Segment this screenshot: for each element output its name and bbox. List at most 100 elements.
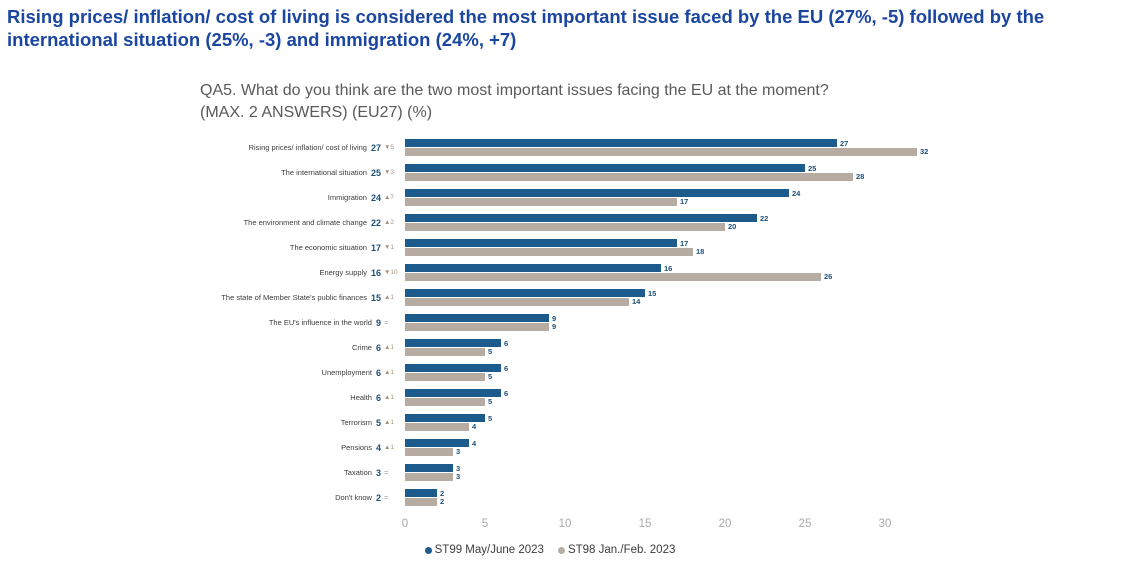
category-label: Health <box>350 393 372 403</box>
st98-bar-line: 5 <box>405 347 508 356</box>
st99-value-label: 16 <box>664 263 673 273</box>
st98-bar <box>405 397 485 406</box>
st99-value-label: 6 <box>504 363 509 373</box>
row-labels: Energy supply 16 ▼10 <box>200 268 405 278</box>
row-labels: The state of Member State's public finan… <box>200 293 405 303</box>
st99-bar <box>405 414 485 423</box>
change-indicator: ▲7 <box>384 194 395 202</box>
st98-bar <box>405 497 437 506</box>
bar-pair: 17 18 <box>405 239 704 256</box>
st98-bar-line: 5 <box>405 372 508 382</box>
st99-value-label: 24 <box>792 188 801 198</box>
category-label: Rising prices/ inflation/ cost of living <box>248 143 367 153</box>
row-labels: Crime 6 ▲1 <box>200 343 405 353</box>
legend-item: ST99 May/June 2023 <box>424 544 544 556</box>
st98-bar <box>405 322 549 331</box>
category-label: Energy supply <box>319 268 367 278</box>
change-indicator: ▲1 <box>384 294 395 302</box>
st99-value-label: 22 <box>760 213 769 223</box>
legend-dot-icon <box>557 546 565 554</box>
st99-bar <box>405 389 501 398</box>
st98-bar-line: 28 <box>405 172 865 182</box>
st98-bar <box>405 297 629 306</box>
st99-value-label: 6 <box>504 388 509 398</box>
category-value: 6 <box>375 392 381 403</box>
st98-bar <box>405 422 469 431</box>
bar-row: Taxation 3 = 3 3 <box>200 460 1134 485</box>
category-value: 6 <box>375 342 381 353</box>
change-indicator: ▼1 <box>384 244 395 252</box>
st98-bar <box>405 447 453 456</box>
category-value: 24 <box>370 192 381 203</box>
st98-bar-line: 18 <box>405 247 705 257</box>
st98-value-label: 18 <box>696 247 705 257</box>
st98-bar-line: 4 <box>405 422 492 432</box>
st98-value-label: 4 <box>472 422 477 432</box>
category-label: Immigration <box>327 193 367 203</box>
legend-item: ST98 Jan./Feb. 2023 <box>557 544 675 556</box>
st99-bar-line: 16 <box>405 264 832 273</box>
st98-bar-line: 5 <box>405 397 508 407</box>
bar-row: Rising prices/ inflation/ cost of living… <box>200 135 1134 160</box>
chart: QA5. What do you think are the two most … <box>200 80 1134 556</box>
category-value: 15 <box>370 292 381 303</box>
category-label: Taxation <box>344 468 372 478</box>
st98-bar <box>405 172 853 181</box>
category-label: The environment and climate change <box>243 218 367 228</box>
row-labels: Terrorism 5 ▲1 <box>200 418 405 428</box>
category-value: 16 <box>370 267 381 278</box>
row-labels: Health 6 ▲1 <box>200 393 405 403</box>
st98-value-label: 5 <box>488 372 493 382</box>
row-labels: Don't know 2 = <box>200 493 405 503</box>
row-labels: The EU's influence in the world 9 = <box>200 318 405 328</box>
st99-bar <box>405 339 501 348</box>
st99-bar-line: 6 <box>405 339 508 348</box>
change-indicator: ▲1 <box>384 419 395 427</box>
category-label: The international situation <box>281 168 367 178</box>
st98-bar-line: 3 <box>405 472 460 481</box>
st99-value-label: 5 <box>488 413 493 423</box>
st98-value-label: 2 <box>440 497 445 507</box>
bar-row: Pensions 4 ▲1 4 3 <box>200 435 1134 460</box>
bar-pair: 27 32 <box>405 139 928 156</box>
st98-bar <box>405 222 725 231</box>
st99-value-label: 15 <box>648 288 657 298</box>
st99-value-label: 2 <box>440 488 445 498</box>
st98-value-label: 28 <box>856 172 865 182</box>
st98-bar-line: 14 <box>405 297 656 306</box>
st98-bar <box>405 347 485 356</box>
st98-bar <box>405 472 453 481</box>
st99-value-label: 6 <box>504 338 509 348</box>
st99-bar-line: 5 <box>405 414 492 423</box>
category-value: 9 <box>375 317 381 328</box>
x-axis-tick: 15 <box>638 518 652 531</box>
bar-row: Crime 6 ▲1 6 5 <box>200 335 1134 360</box>
x-axis-tick: 10 <box>558 518 572 531</box>
st98-bar <box>405 197 677 206</box>
st99-bar <box>405 214 757 223</box>
category-value: 3 <box>375 467 381 478</box>
change-indicator: ▼10 <box>384 269 398 277</box>
st99-bar <box>405 164 805 173</box>
st98-value-label: 17 <box>680 197 689 207</box>
st99-bar-line: 15 <box>405 289 656 298</box>
change-indicator: ▲1 <box>384 394 395 402</box>
change-indicator: ▲2 <box>384 219 395 227</box>
st99-bar <box>405 264 661 273</box>
st98-bar <box>405 147 917 156</box>
st99-bar-line: 24 <box>405 189 800 198</box>
st99-bar <box>405 364 501 373</box>
st99-bar <box>405 439 469 448</box>
category-value: 6 <box>375 367 381 378</box>
st98-bar <box>405 247 693 256</box>
st99-bar <box>405 314 549 323</box>
row-labels: Rising prices/ inflation/ cost of living… <box>200 143 405 153</box>
st98-value-label: 5 <box>488 397 493 407</box>
st98-value-label: 20 <box>728 222 737 232</box>
st98-bar-line: 26 <box>405 272 833 282</box>
x-axis-tick: 30 <box>878 518 892 531</box>
st98-value-label: 26 <box>824 272 833 282</box>
